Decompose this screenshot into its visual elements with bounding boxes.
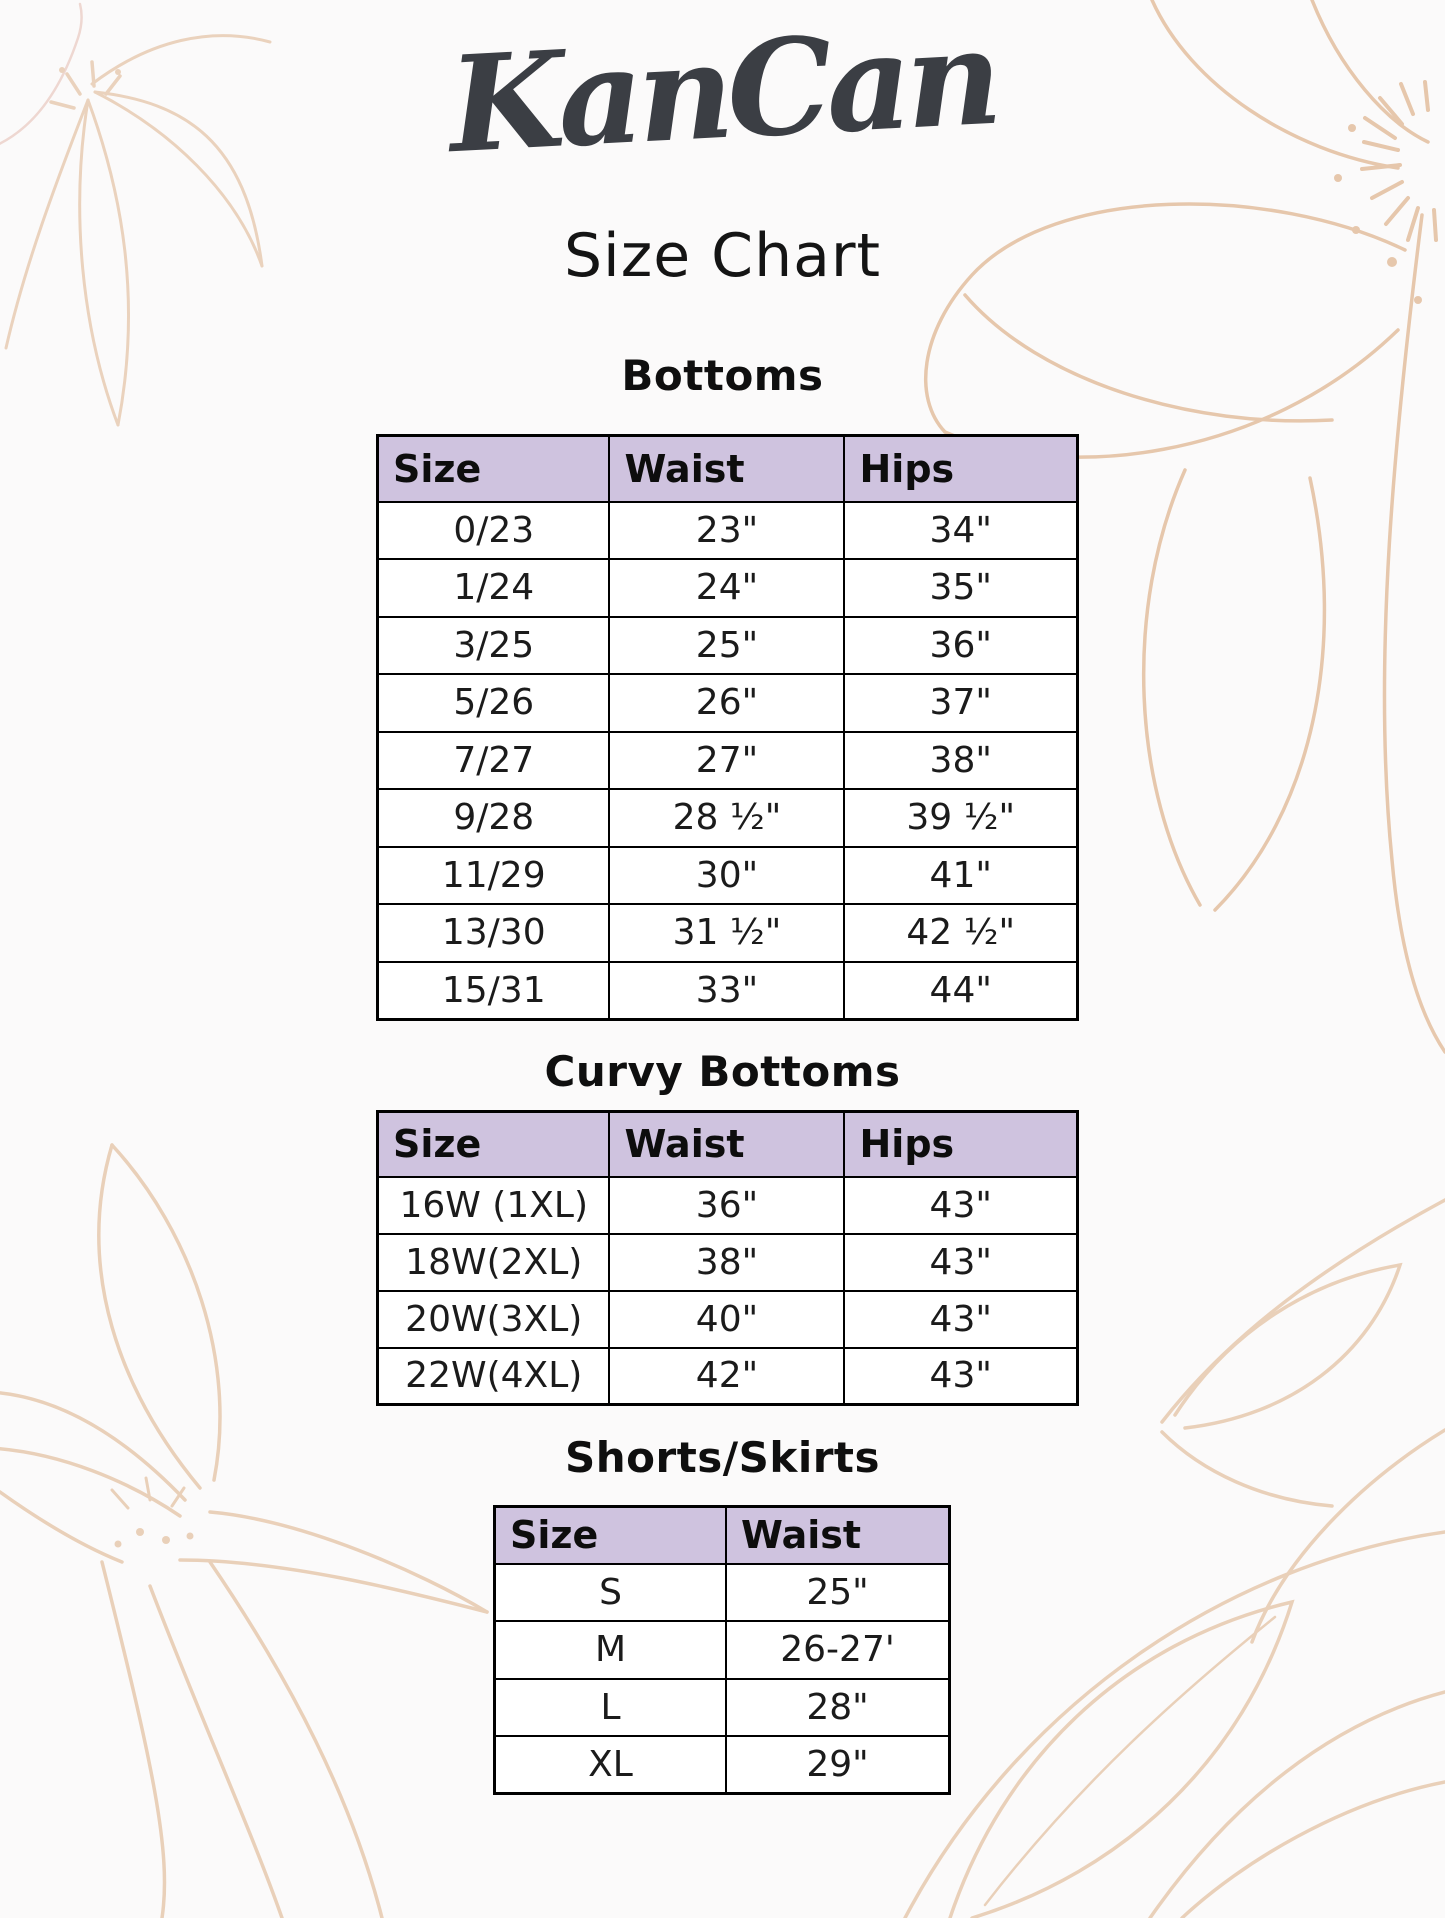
table-cell: 38" (843, 730, 1079, 790)
table-cell: 26" (608, 673, 846, 733)
table-cell: 43" (843, 1175, 1079, 1235)
table-row: 15/31 33" 44" (376, 960, 1079, 1020)
section-heading-curvy-bottoms: Curvy Bottoms (544, 1047, 901, 1096)
table-row: 9/28 28 ½" 39 ½" (376, 788, 1079, 848)
table-row: 7/27 27" 38" (376, 730, 1079, 790)
table-cell: 5/26 (376, 673, 611, 733)
header-row: Size Waist (493, 1505, 951, 1565)
table-cell: 11/29 (376, 845, 611, 905)
table-cell: 25" (725, 1562, 951, 1622)
table-cell: 43" (843, 1346, 1079, 1406)
table-cell: 28 ½" (608, 788, 846, 848)
column-header-waist: Waist (608, 434, 846, 503)
table-row: XL 29" (493, 1735, 951, 1795)
size-table-curvy-bottoms: Size Waist Hips 16W (1XL) 36" 43" 18W(2XL) 38" 4… (376, 1110, 1079, 1406)
table-cell: L (493, 1677, 728, 1737)
header-row: Size Waist Hips (376, 1110, 1079, 1178)
table-row: L 28" (493, 1677, 951, 1737)
table-cell: 38" (608, 1232, 846, 1292)
table-row: S 25" (493, 1562, 951, 1622)
column-header-size: Size (376, 434, 611, 503)
table-row: 11/29 30" 41" (376, 845, 1079, 905)
size-table-bottoms: Size Waist Hips 0/23 23" 34" 1/24 24" 35" 3/25 25"… (376, 434, 1079, 1021)
table-cell: 0/23 (376, 500, 611, 560)
table-cell: 40" (608, 1289, 846, 1349)
column-header-hips: Hips (843, 434, 1079, 503)
table-cell: 28" (725, 1677, 951, 1737)
table-row: 22W(4XL) 42" 43" (376, 1346, 1079, 1406)
table-cell: 7/27 (376, 730, 611, 790)
table-row: 5/26 26" 37" (376, 673, 1079, 733)
page-title: Size Chart (563, 221, 882, 291)
table-cell: 37" (843, 673, 1079, 733)
table-cell: 36" (843, 615, 1079, 675)
table-cell: 39 ½" (843, 788, 1079, 848)
table-cell: 33" (608, 960, 846, 1020)
table-cell: 43" (843, 1289, 1079, 1349)
table-cell: 31 ½" (608, 903, 846, 963)
table-cell: 20W(3XL) (376, 1289, 611, 1349)
table-cell: 42 ½" (843, 903, 1079, 963)
table-cell: XL (493, 1735, 728, 1795)
table-cell: 35" (843, 558, 1079, 618)
table-row: 20W(3XL) 40" 43" (376, 1289, 1079, 1349)
table-cell: M (493, 1620, 728, 1680)
table-row: 1/24 24" 35" (376, 558, 1079, 618)
table-cell: 18W(2XL) (376, 1232, 611, 1292)
table-cell: 16W (1XL) (376, 1175, 611, 1235)
column-header-size: Size (493, 1505, 728, 1565)
table-cell: 25" (608, 615, 846, 675)
table-cell: 13/30 (376, 903, 611, 963)
brand-logo: KanCan (445, 0, 1000, 184)
table-row: 18W(2XL) 38" 43" (376, 1232, 1079, 1292)
table-row: 16W (1XL) 36" 43" (376, 1175, 1079, 1235)
column-header-size: Size (376, 1110, 611, 1178)
table-cell: 34" (843, 500, 1079, 560)
table-cell: 29" (725, 1735, 951, 1795)
table-cell: 43" (843, 1232, 1079, 1292)
table-row: 3/25 25" 36" (376, 615, 1079, 675)
header-row: Size Waist Hips (376, 434, 1079, 503)
column-header-waist: Waist (725, 1505, 951, 1565)
table-cell: 23" (608, 500, 846, 560)
table-cell: 26-27' (725, 1620, 951, 1680)
table-cell: 27" (608, 730, 846, 790)
table-cell: 9/28 (376, 788, 611, 848)
size-table-shorts-skirts: Size Waist S 25" M 26-27' L 28" XL 29" (493, 1505, 951, 1795)
table-cell: 30" (608, 845, 846, 905)
table-cell: S (493, 1562, 728, 1622)
table-row: 13/30 31 ½" 42 ½" (376, 903, 1079, 963)
table-cell: 1/24 (376, 558, 611, 618)
table-cell: 44" (843, 960, 1079, 1020)
table-cell: 3/25 (376, 615, 611, 675)
table-row: M 26-27' (493, 1620, 951, 1680)
table-cell: 41" (843, 845, 1079, 905)
section-heading-bottoms: Bottoms (621, 351, 824, 400)
section-heading-shorts-skirts: Shorts/Skirts (565, 1433, 880, 1482)
table-cell: 36" (608, 1175, 846, 1235)
column-header-waist: Waist (608, 1110, 846, 1178)
table-row: 0/23 23" 34" (376, 500, 1079, 560)
table-cell: 42" (608, 1346, 846, 1406)
table-cell: 24" (608, 558, 846, 618)
column-header-hips: Hips (843, 1110, 1079, 1178)
table-cell: 15/31 (376, 960, 611, 1020)
table-cell: 22W(4XL) (376, 1346, 611, 1406)
